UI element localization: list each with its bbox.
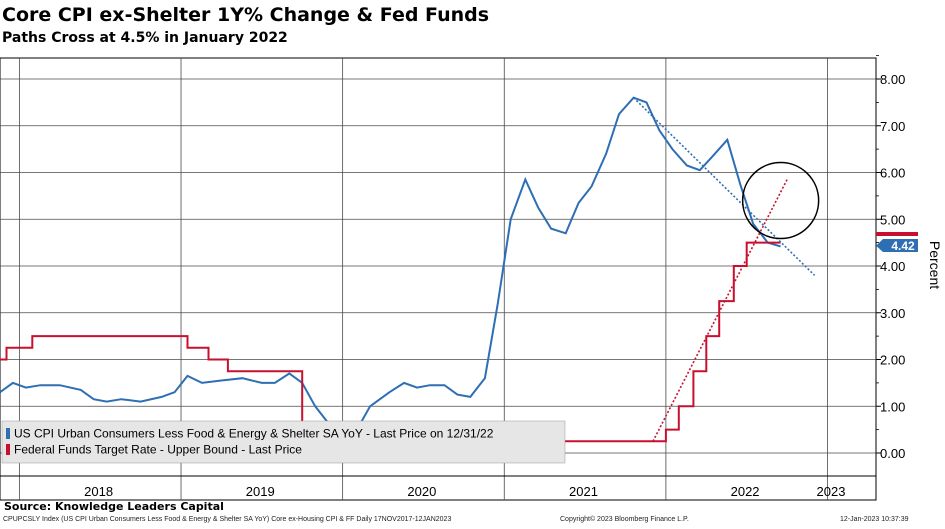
- legend-swatch-ff: [6, 444, 10, 455]
- y-tick-label: 7.00: [880, 119, 905, 134]
- ff-trendline: [652, 179, 788, 442]
- legend-swatch-cpi: [6, 428, 10, 439]
- x-tick-label: 2019: [246, 484, 275, 499]
- x-tick-label: 2023: [817, 484, 846, 499]
- legend-label-cpi: US CPI Urban Consumers Less Food & Energ…: [14, 427, 494, 441]
- last-price-tag: 4.42: [876, 232, 918, 253]
- last-price-label: 4.42: [891, 239, 915, 253]
- y-tick-label: 2.00: [880, 353, 905, 368]
- y-tick-label: 8.00: [880, 72, 905, 87]
- plot-frame: [0, 57, 877, 501]
- chart-subtitle: Paths Cross at 4.5% in January 2022: [2, 30, 288, 46]
- source-note: Source: Knowledge Leaders Capital: [4, 500, 224, 513]
- chart-title: Core CPI ex-Shelter 1Y% Change & Fed Fun…: [2, 4, 490, 26]
- last-price-marker: [876, 239, 918, 252]
- legend: US CPI Urban Consumers Less Food & Energ…: [1, 420, 566, 464]
- x-tick-label: 2021: [569, 484, 598, 499]
- footer-left: CPUPCSLY Index (US CPI Urban Consumers L…: [3, 516, 452, 523]
- annotation-circle: [741, 161, 820, 240]
- x-axis: 2018 2019 2020 2021 2022 2023: [0, 475, 876, 499]
- y-tick-label: 0.00: [880, 446, 905, 461]
- y-tick-label: 1.00: [880, 399, 905, 414]
- y-axis: 0.00 1.00 2.00 3.00 4.00 5.00 6.00 7.00 8.00: [876, 55, 905, 461]
- footer-center: Copyright© 2023 Bloomberg Finance L.P.: [560, 516, 689, 523]
- cpi-trendline: [633, 97, 816, 276]
- y-tick-label: 3.00: [880, 306, 905, 321]
- legend-background: [1, 420, 566, 464]
- last-price-tag-red: [876, 232, 918, 236]
- cpi-series-line: [0, 96, 781, 441]
- y-axis-label: Percent: [927, 241, 943, 289]
- fed-funds-series-line: [0, 241, 781, 443]
- y-tick-label: 5.00: [880, 212, 905, 227]
- y-tick-label: 4.00: [880, 259, 905, 274]
- series-lines: [0, 96, 820, 443]
- x-tick-label: 2020: [407, 484, 436, 499]
- x-tick-label: 2018: [84, 484, 113, 499]
- x-tick-label: 2022: [731, 484, 760, 499]
- grid: [0, 58, 876, 500]
- legend-label-ff: Federal Funds Target Rate - Upper Bound …: [14, 443, 302, 457]
- y-tick-label: 6.00: [880, 166, 905, 181]
- footer-right: 12-Jan-2023 10:37:39: [840, 516, 909, 523]
